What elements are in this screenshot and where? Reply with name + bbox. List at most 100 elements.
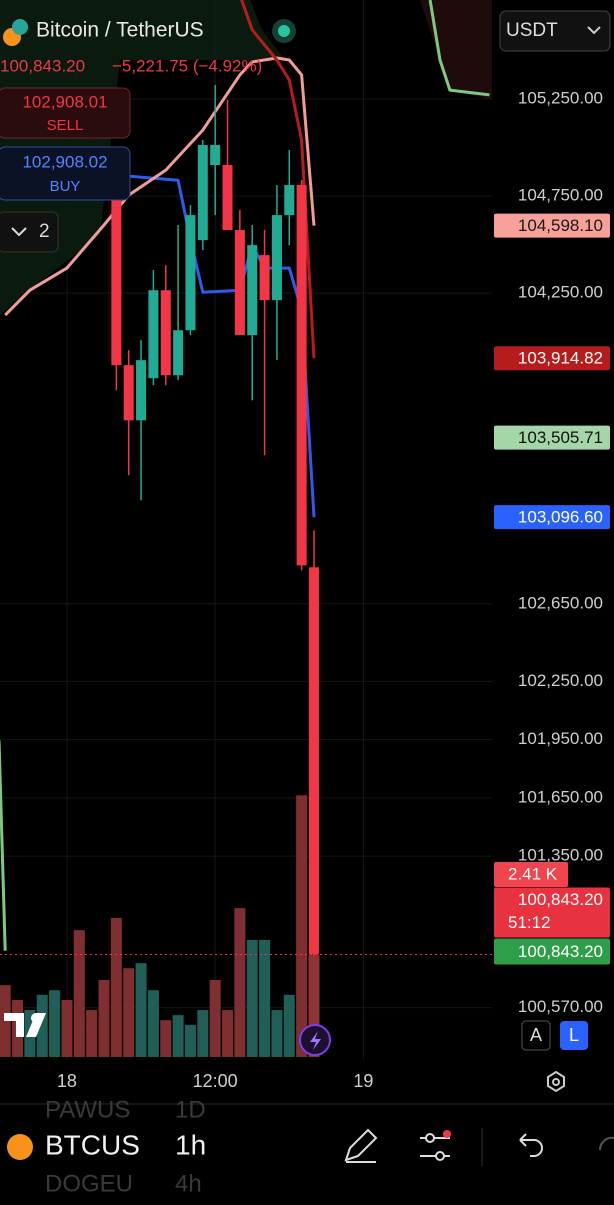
flash-icon <box>310 1031 321 1050</box>
indicators-icon <box>435 1151 445 1161</box>
volume-bar <box>222 1010 234 1057</box>
volume-bar <box>98 980 110 1057</box>
x-tick-label: 18 <box>57 1071 77 1091</box>
chevron <box>587 26 601 35</box>
price: 100,843.20 <box>0 56 85 75</box>
volume-bar <box>184 1024 196 1057</box>
close-price: 100,843.20 <box>518 942 603 961</box>
volume-bar <box>49 990 61 1057</box>
volume-bar <box>160 1020 172 1057</box>
log-label: L <box>569 1025 579 1045</box>
candle-body <box>271 215 282 301</box>
volume-bar <box>0 985 11 1057</box>
indicator-count: 2 <box>39 221 50 242</box>
candle-body <box>296 185 307 566</box>
candle-body <box>284 185 295 216</box>
logo <box>31 1013 41 1023</box>
price-label: 103,096.60 <box>518 508 603 527</box>
candle-body <box>111 200 122 366</box>
candle-body <box>222 165 233 231</box>
countdown: 51:12 <box>508 913 551 932</box>
coin-icon <box>7 1134 33 1160</box>
candle-body <box>185 215 196 331</box>
price-label-box <box>494 346 610 371</box>
settings-icon[interactable] <box>547 1070 565 1093</box>
volume-bar <box>36 994 48 1057</box>
indicators-icon <box>425 1133 435 1143</box>
next-symbol: DOGEU <box>45 1170 133 1197</box>
log-button[interactable] <box>560 1021 588 1050</box>
volume-bar <box>296 795 308 1057</box>
auto-button[interactable] <box>521 1020 551 1051</box>
chevron <box>11 227 27 237</box>
indicator-line <box>116 173 316 518</box>
volume-bar <box>259 939 271 1057</box>
y-tick-label: 104,750.00 <box>518 186 603 205</box>
buy-button[interactable] <box>0 146 131 201</box>
draw-icon[interactable] <box>344 1128 378 1163</box>
close-price-box <box>494 938 610 965</box>
volume-bar <box>246 939 258 1057</box>
price-label: 103,914.82 <box>518 349 603 368</box>
sell-price: 102,908.01 <box>22 92 107 111</box>
prev-symbol: PAWUS <box>45 1096 130 1123</box>
collapse-button[interactable] <box>0 211 59 253</box>
price-axis: 105,250.00 104,750.00 104,250.00 102,650.00… <box>494 88 610 1016</box>
candle-body <box>259 255 270 301</box>
cloud <box>420 0 492 100</box>
candle-body <box>210 145 221 166</box>
sell-label: SELL <box>47 117 84 134</box>
indicator-line <box>240 0 316 359</box>
volume-bar <box>135 963 147 1057</box>
y-tick-label: 101,350.00 <box>518 846 603 865</box>
y-tick-label: 101,950.00 <box>518 729 603 748</box>
sell-button[interactable] <box>0 87 131 139</box>
status <box>278 25 290 37</box>
volume-bar <box>147 990 159 1057</box>
redo-icon[interactable] <box>598 1136 614 1151</box>
volume-bar <box>283 994 295 1057</box>
currency-button[interactable] <box>499 10 611 52</box>
volume-bar <box>86 1010 98 1057</box>
candle-body <box>148 290 159 379</box>
price-label-box <box>494 213 610 238</box>
price-label: 103,505.71 <box>518 428 603 447</box>
y-tick-label: 100,570.00 <box>518 997 603 1016</box>
cloud <box>0 0 285 315</box>
last-price-box <box>494 887 610 938</box>
candle-body <box>123 365 134 421</box>
coin-icon <box>12 19 28 35</box>
volume-bar <box>73 930 85 1057</box>
x-tick-label: 12:00 <box>193 1071 238 1091</box>
y-tick-label: 102,650.00 <box>518 593 603 612</box>
prev-interval: 1D <box>175 1096 206 1123</box>
x-tick-label: 19 <box>353 1071 373 1091</box>
interval[interactable]: 1h <box>175 1129 206 1160</box>
symbol-title[interactable]: Bitcoin / TetherUS <box>36 19 204 42</box>
price-label-box <box>494 505 610 530</box>
volume-bar <box>271 1010 283 1057</box>
undo-icon[interactable] <box>519 1133 543 1157</box>
indicator-line <box>4 56 316 317</box>
candle-body <box>234 230 245 336</box>
candle-body <box>160 290 171 376</box>
symbol[interactable]: BTCUS <box>45 1129 140 1160</box>
volume-bar <box>123 968 135 1057</box>
volume-bar <box>308 955 320 1057</box>
volume-bar <box>172 1015 184 1057</box>
buy-price: 102,908.02 <box>22 152 107 171</box>
price-label-box <box>494 425 610 450</box>
candle-body <box>197 145 208 241</box>
volume-bar <box>234 908 246 1057</box>
y-tick-label: 104,250.00 <box>518 283 603 302</box>
next-interval: 4h <box>175 1170 202 1197</box>
candle-body <box>308 567 319 955</box>
volume-label: 2.41 K <box>508 864 558 883</box>
currency: USDT <box>506 20 558 41</box>
y-tick-label: 101,650.00 <box>518 787 603 806</box>
volume-bar <box>209 980 221 1057</box>
last-price: 100,843.20 <box>518 890 603 909</box>
y-tick-label: 102,250.00 <box>518 671 603 690</box>
